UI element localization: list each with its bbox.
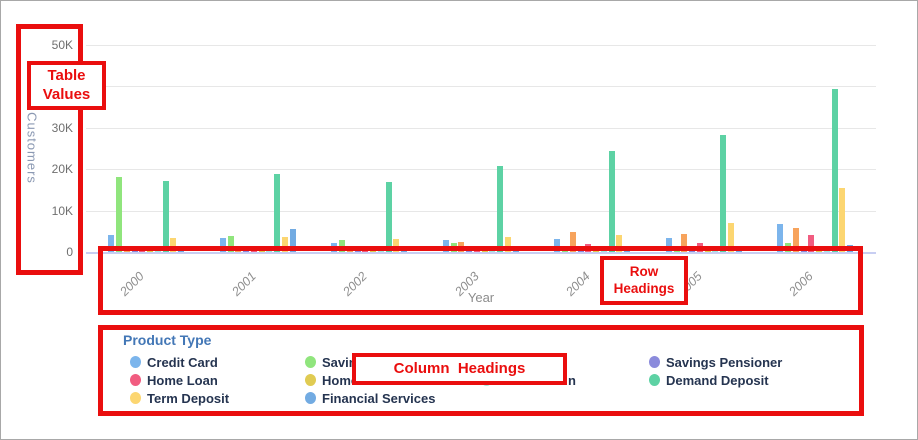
- bar[interactable]: [504, 237, 511, 252]
- table-values-label-line1: Table: [47, 66, 86, 84]
- legend-marker-icon: [305, 392, 316, 404]
- bar[interactable]: [497, 165, 504, 252]
- bar[interactable]: [178, 250, 185, 252]
- bar[interactable]: [354, 250, 361, 252]
- bar[interactable]: [162, 181, 169, 252]
- legend-marker-icon: [305, 374, 316, 386]
- row-headings-callout: Row Headings: [600, 256, 688, 305]
- bar[interactable]: [554, 238, 561, 252]
- y-tick-label: 0: [66, 245, 73, 259]
- legend-marker-icon: [130, 392, 141, 404]
- row-headings-label-line2: Headings: [613, 280, 675, 296]
- legend-marker-icon: [649, 374, 660, 386]
- y-tick-label: 30K: [51, 120, 73, 135]
- table-values-label-line2: Values: [42, 85, 91, 103]
- bar[interactable]: [147, 251, 154, 252]
- gridline: [86, 86, 876, 87]
- y-tick-label: 20K: [51, 162, 73, 176]
- bar[interactable]: [154, 251, 161, 252]
- bar[interactable]: [720, 134, 726, 252]
- legend-marker-icon: [649, 356, 660, 368]
- bar[interactable]: [289, 228, 296, 252]
- gridline: [86, 210, 876, 212]
- bar[interactable]: [808, 234, 815, 252]
- gridline: [86, 44, 876, 46]
- legend-marker-icon: [130, 356, 141, 368]
- x-axis-line: [86, 252, 876, 254]
- legend-item-label: Home Loan: [147, 373, 218, 388]
- bar[interactable]: [466, 250, 473, 252]
- bar[interactable]: [116, 177, 122, 252]
- legend-item-label: n: [568, 373, 576, 388]
- gridline: [86, 127, 876, 129]
- bar[interactable]: [727, 222, 734, 252]
- legend-item-label: Home: [322, 373, 359, 388]
- bar[interactable]: [681, 234, 688, 252]
- bar[interactable]: [777, 223, 784, 252]
- bar[interactable]: [370, 250, 377, 252]
- gridline: [86, 169, 876, 170]
- bar[interactable]: [616, 235, 623, 252]
- y-tick-label: 10K: [51, 203, 73, 218]
- row-headings-label-line1: Row: [629, 263, 659, 279]
- bar[interactable]: [569, 232, 576, 252]
- legend-marker-icon: [305, 356, 316, 368]
- legend-item-label: Credit Card: [147, 355, 218, 370]
- table-values-callout: Table Values: [27, 61, 106, 110]
- bar[interactable]: [108, 234, 115, 252]
- bar[interactable]: [665, 237, 672, 252]
- bar[interactable]: [489, 250, 496, 252]
- bar[interactable]: [281, 237, 288, 252]
- bar[interactable]: [792, 227, 799, 252]
- legend-marker-icon: [130, 374, 141, 386]
- legend-item-label: Financial Services: [322, 391, 436, 406]
- row-headings-region-box: [98, 246, 863, 315]
- bar[interactable]: [442, 239, 449, 252]
- bar[interactable]: [831, 88, 838, 252]
- bar[interactable]: [170, 237, 177, 252]
- y-tick-label: 50K: [51, 37, 73, 52]
- bar[interactable]: [258, 250, 265, 252]
- bar[interactable]: [839, 188, 846, 252]
- legend-title: Product Type: [123, 332, 212, 348]
- table-values-region-box: [16, 24, 83, 275]
- legend-item-label: Demand Deposit: [666, 373, 769, 388]
- bar[interactable]: [577, 250, 584, 252]
- bar[interactable]: [131, 250, 138, 252]
- bar[interactable]: [274, 174, 281, 252]
- bar[interactable]: [481, 250, 488, 252]
- column-headings-callout: Column Headings: [352, 353, 567, 385]
- bar[interactable]: [385, 181, 392, 252]
- bar[interactable]: [227, 235, 234, 252]
- column-headings-label: Column Headings: [393, 359, 526, 377]
- legend-item-label: Savings Pensioner: [666, 355, 783, 370]
- bar[interactable]: [608, 150, 615, 252]
- bar[interactable]: [266, 250, 273, 252]
- x-axis-title: Year: [467, 290, 495, 305]
- bar[interactable]: [393, 238, 400, 252]
- bar[interactable]: [219, 237, 226, 252]
- legend-item-label: Term Deposit: [147, 391, 230, 406]
- bar[interactable]: [377, 250, 384, 252]
- column-headings-region-box: [98, 325, 864, 416]
